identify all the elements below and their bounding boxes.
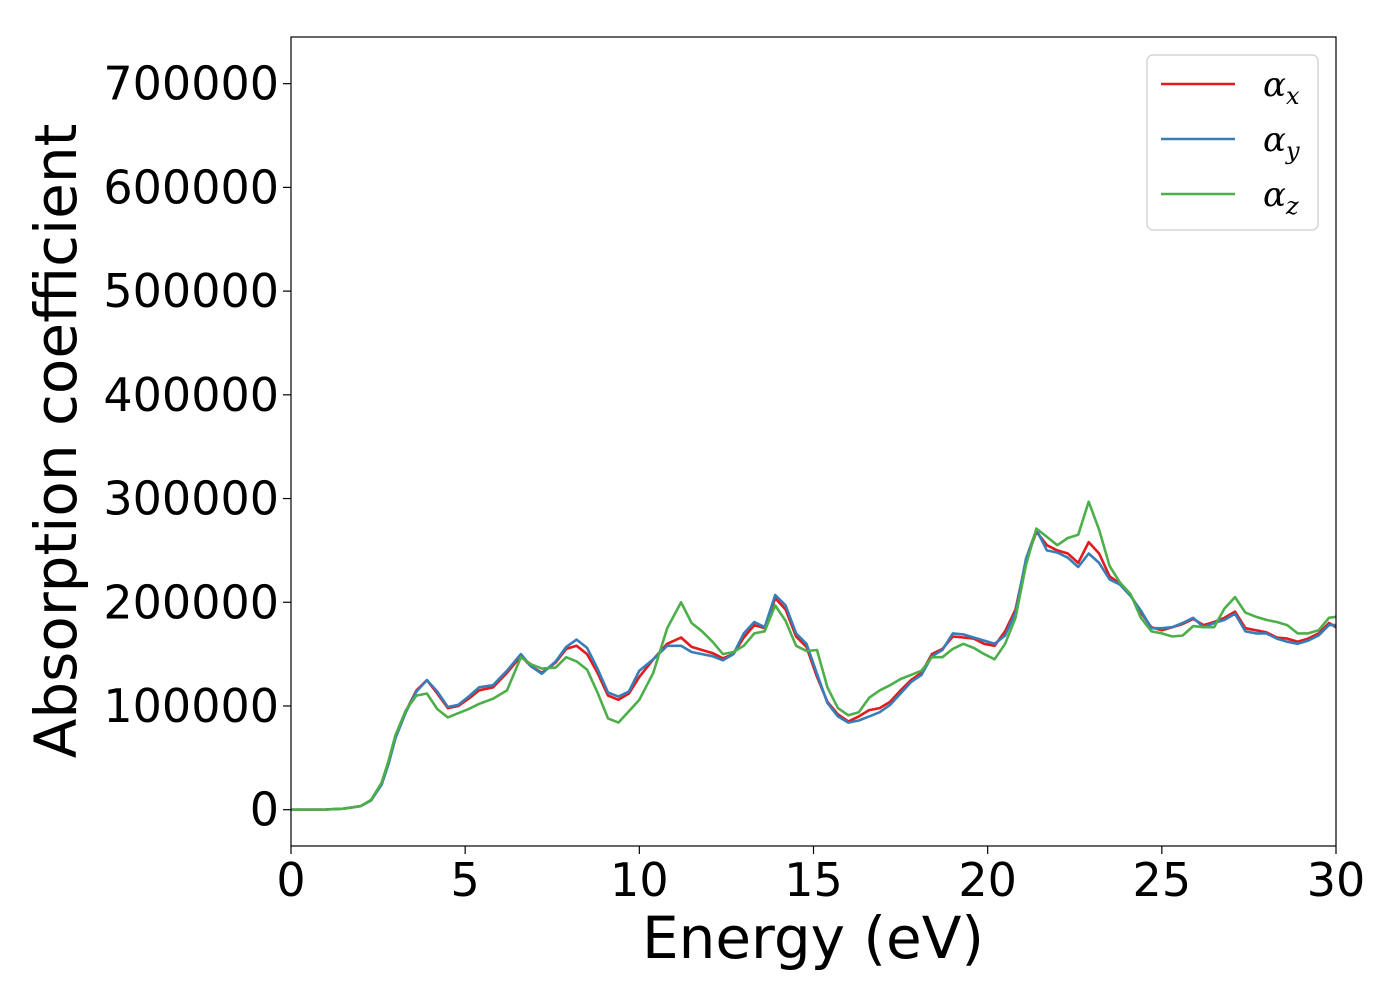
series-layer: [291, 500, 1336, 812]
y-tick-label: 500000: [103, 264, 279, 318]
y-tick-label: 100000: [103, 679, 279, 733]
y-tick-label: 600000: [103, 160, 279, 214]
x-axis-title: Energy (eV): [642, 904, 984, 972]
y-tick-label: 200000: [103, 575, 279, 629]
legend: αx αy αz: [1146, 54, 1319, 231]
x-tick-label: 10: [610, 853, 669, 907]
legend-label-y: αy: [1263, 120, 1300, 165]
x-tick-label: 15: [784, 853, 843, 907]
y-tick-label: 700000: [103, 57, 279, 111]
x-tick-label: 30: [1307, 853, 1366, 907]
x-axis: 0 5 10 15 20 25 30: [276, 846, 1365, 907]
series-line-z: [291, 500, 1336, 812]
y-tick-label: 300000: [103, 472, 279, 526]
series-line-y: [291, 528, 1336, 812]
legend-box: [1146, 54, 1319, 231]
y-axis: 0 100000 200000 300000 400000 500000 600000 700…: [103, 57, 291, 837]
x-tick-label: 5: [451, 853, 480, 907]
legend-label-z: αz: [1263, 175, 1299, 220]
x-tick-label: 25: [1133, 853, 1192, 907]
y-tick-label: 400000: [103, 368, 279, 422]
y-tick-label: 0: [250, 783, 279, 837]
x-tick-label: 0: [276, 853, 305, 907]
y-axis-title: Absorption coefficient: [22, 124, 90, 759]
legend-label-x: αx: [1263, 65, 1300, 110]
x-tick-label: 20: [958, 853, 1017, 907]
